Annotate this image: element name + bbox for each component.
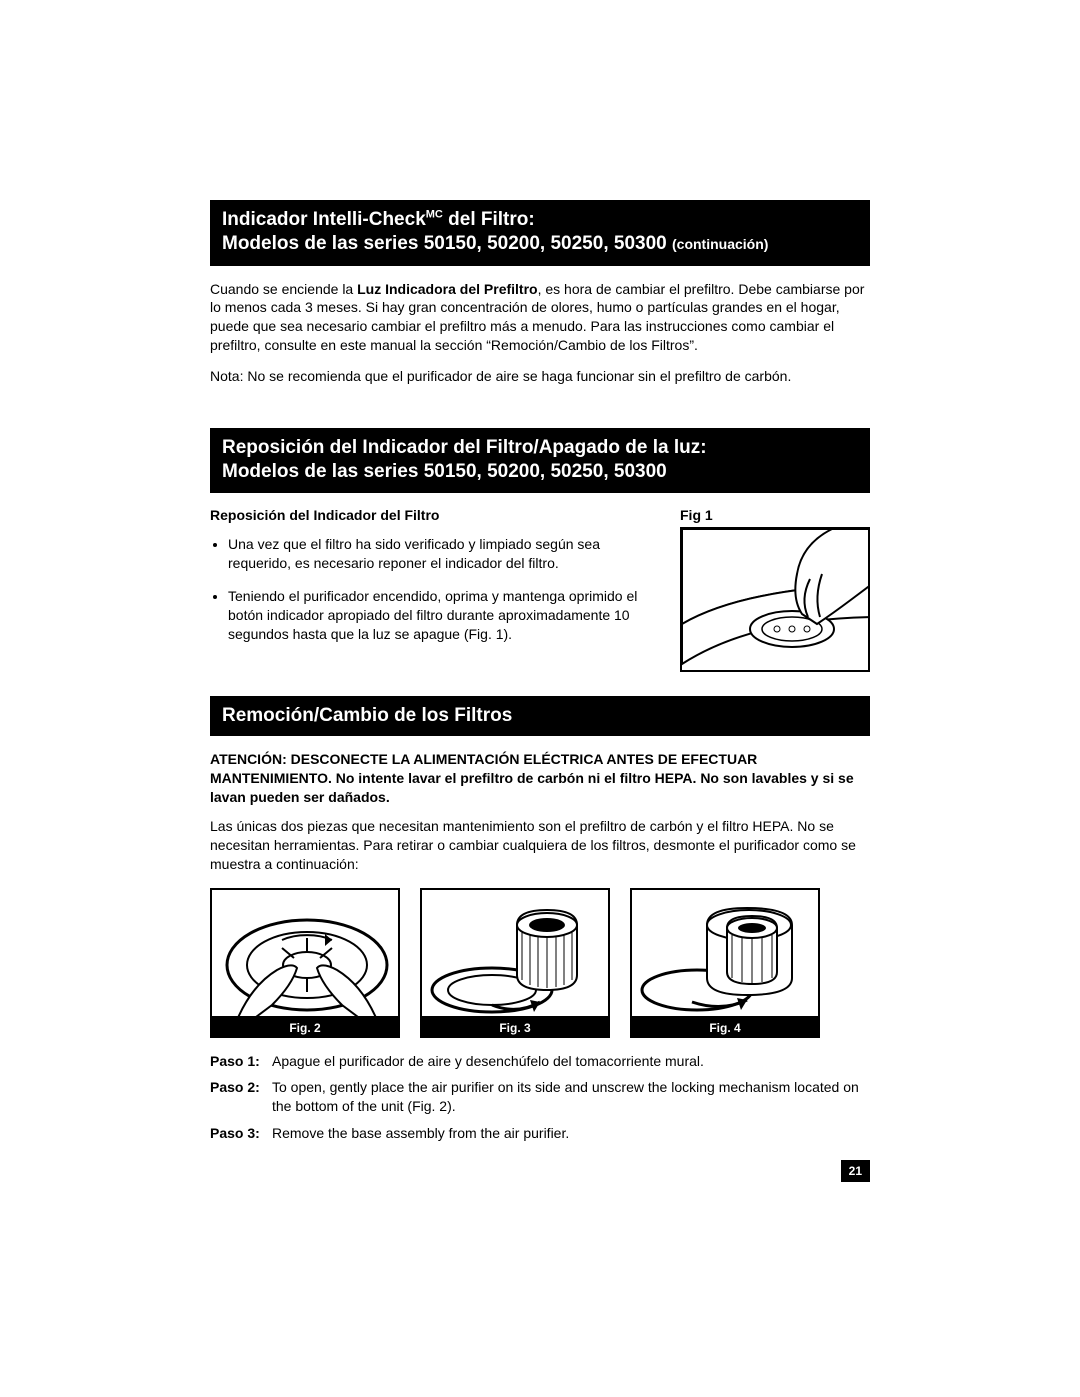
fig3-svg bbox=[422, 890, 610, 1018]
step-row: Paso 2: To open, gently place the air pu… bbox=[210, 1078, 870, 1116]
fig4-panel: Fig. 4 bbox=[630, 888, 820, 1038]
step-text: To open, gently place the air purifier o… bbox=[272, 1078, 870, 1116]
fig4-svg bbox=[632, 890, 820, 1018]
step-row: Paso 3: Remove the base assembly from th… bbox=[210, 1124, 870, 1143]
fig2-illustration bbox=[210, 888, 400, 1018]
paragraph-prefiltro: Cuando se enciende la Luz Indicadora del… bbox=[210, 280, 870, 356]
step-label: Paso 3: bbox=[210, 1124, 272, 1143]
paragraph-nota: Nota: No se recomienda que el purificado… bbox=[210, 367, 870, 386]
reposicion-two-col: Reposición del Indicador del Filtro Una … bbox=[210, 507, 870, 672]
section-header-reposicion: Reposición del Indicador del Filtro/Apag… bbox=[210, 428, 870, 494]
step-label: Paso 2: bbox=[210, 1078, 272, 1116]
fig1-label: Fig 1 bbox=[680, 507, 870, 523]
section-header-intellicheck: Indicador Intelli-CheckMC del Filtro: Mo… bbox=[210, 200, 870, 266]
header1-line2-pre: Modelos de las series 50150, 50200, 5025… bbox=[222, 233, 672, 254]
para1-bold: Luz Indicadora del Prefiltro bbox=[357, 281, 537, 297]
paragraph-maintenance: Las únicas dos piezas que necesitan mant… bbox=[210, 817, 870, 874]
header2-line1: Reposición del Indicador del Filtro/Apag… bbox=[222, 436, 858, 460]
header1-cont: (continuación) bbox=[672, 236, 768, 252]
step-text: Apague el purificador de aire y desenchú… bbox=[272, 1052, 870, 1071]
fig1-illustration bbox=[680, 527, 870, 672]
bullet-item: Teniendo el purificador encendido, oprim… bbox=[228, 587, 656, 644]
bullet-item: Una vez que el filtro ha sido verificado… bbox=[228, 535, 656, 573]
step-label: Paso 1: bbox=[210, 1052, 272, 1071]
warning-text: ATENCIÓN: DESCONECTE LA ALIMENTACIÓN ELÉ… bbox=[210, 750, 870, 807]
reposicion-subhead: Reposición del Indicador del Filtro bbox=[210, 507, 656, 523]
header2-line2: Modelos de las series 50150, 50200, 5025… bbox=[222, 460, 858, 484]
header1-sup: MC bbox=[426, 209, 443, 221]
fig4-illustration bbox=[630, 888, 820, 1018]
fig1-svg bbox=[682, 529, 870, 672]
header1-post: del Filtro: bbox=[443, 209, 535, 230]
reposicion-bullets: Una vez que el filtro ha sido verificado… bbox=[210, 535, 656, 643]
section-header-remocion: Remoción/Cambio de los Filtros bbox=[210, 696, 870, 736]
manual-page: Indicador Intelli-CheckMC del Filtro: Mo… bbox=[0, 0, 1080, 1397]
page-number: 21 bbox=[841, 1160, 870, 1182]
fig2-panel: Fig. 2 bbox=[210, 888, 400, 1038]
header3-line1: Remoción/Cambio de los Filtros bbox=[222, 704, 858, 728]
para1-pre: Cuando se enciende la bbox=[210, 281, 357, 297]
fig4-caption: Fig. 4 bbox=[630, 1018, 820, 1038]
steps-list: Paso 1: Apague el purificador de aire y … bbox=[210, 1052, 870, 1144]
step-text: Remove the base assembly from the air pu… bbox=[272, 1124, 870, 1143]
header1-line2: Modelos de las series 50150, 50200, 5025… bbox=[222, 232, 858, 256]
fig2-caption: Fig. 2 bbox=[210, 1018, 400, 1038]
fig2-svg bbox=[212, 890, 400, 1018]
header1-pre: Indicador Intelli-Check bbox=[222, 209, 426, 230]
reposicion-text-col: Reposición del Indicador del Filtro Una … bbox=[210, 507, 656, 672]
fig3-illustration bbox=[420, 888, 610, 1018]
fig3-caption: Fig. 3 bbox=[420, 1018, 610, 1038]
header1-line1: Indicador Intelli-CheckMC del Filtro: bbox=[222, 208, 858, 232]
fig3-panel: Fig. 3 bbox=[420, 888, 610, 1038]
reposicion-figure-col: Fig 1 bbox=[680, 507, 870, 672]
figure-row: Fig. 2 bbox=[210, 888, 870, 1038]
step-row: Paso 1: Apague el purificador de aire y … bbox=[210, 1052, 870, 1071]
